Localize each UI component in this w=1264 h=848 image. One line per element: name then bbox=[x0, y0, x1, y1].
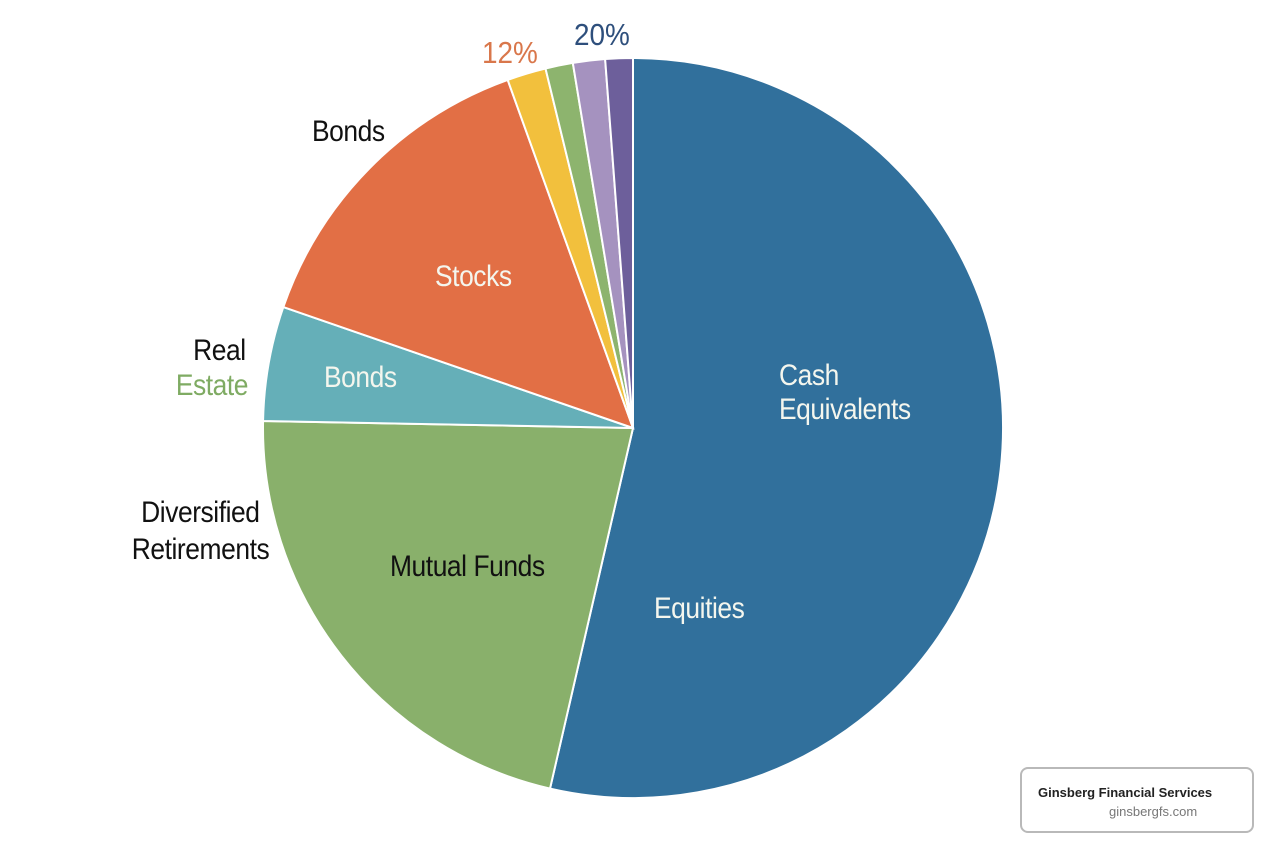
label-equities: Equities bbox=[654, 592, 745, 625]
pie-slice bbox=[282, 78, 635, 430]
label-bonds-outer: Bonds bbox=[312, 115, 385, 148]
pie-slice bbox=[604, 56, 634, 429]
brand-name: Ginsberg Financial Services bbox=[1038, 785, 1213, 800]
annotation-20-percent: 20% bbox=[574, 17, 630, 52]
label-cash: Cash bbox=[779, 359, 839, 392]
annotation-12-percent: 12% bbox=[482, 35, 538, 70]
pie-slice bbox=[262, 420, 635, 790]
label-estate: Estate bbox=[175, 369, 249, 402]
label-mutual-funds: Mutual Funds bbox=[390, 550, 545, 583]
pie-slice bbox=[548, 56, 1004, 799]
label-bonds-inner: Bonds bbox=[324, 361, 397, 394]
label-real: Real bbox=[193, 334, 246, 367]
brand-url[interactable]: ginsbergfs.com bbox=[1109, 804, 1198, 819]
label-diversified: Diversified bbox=[141, 496, 261, 529]
label-stocks: Stocks bbox=[435, 260, 512, 293]
label-retirements: Retirements bbox=[131, 533, 270, 566]
label-cash-equivalents: Equivalents bbox=[779, 393, 911, 426]
brand-card: Ginsberg Financial Services ginsbergfs.c… bbox=[1020, 767, 1254, 833]
